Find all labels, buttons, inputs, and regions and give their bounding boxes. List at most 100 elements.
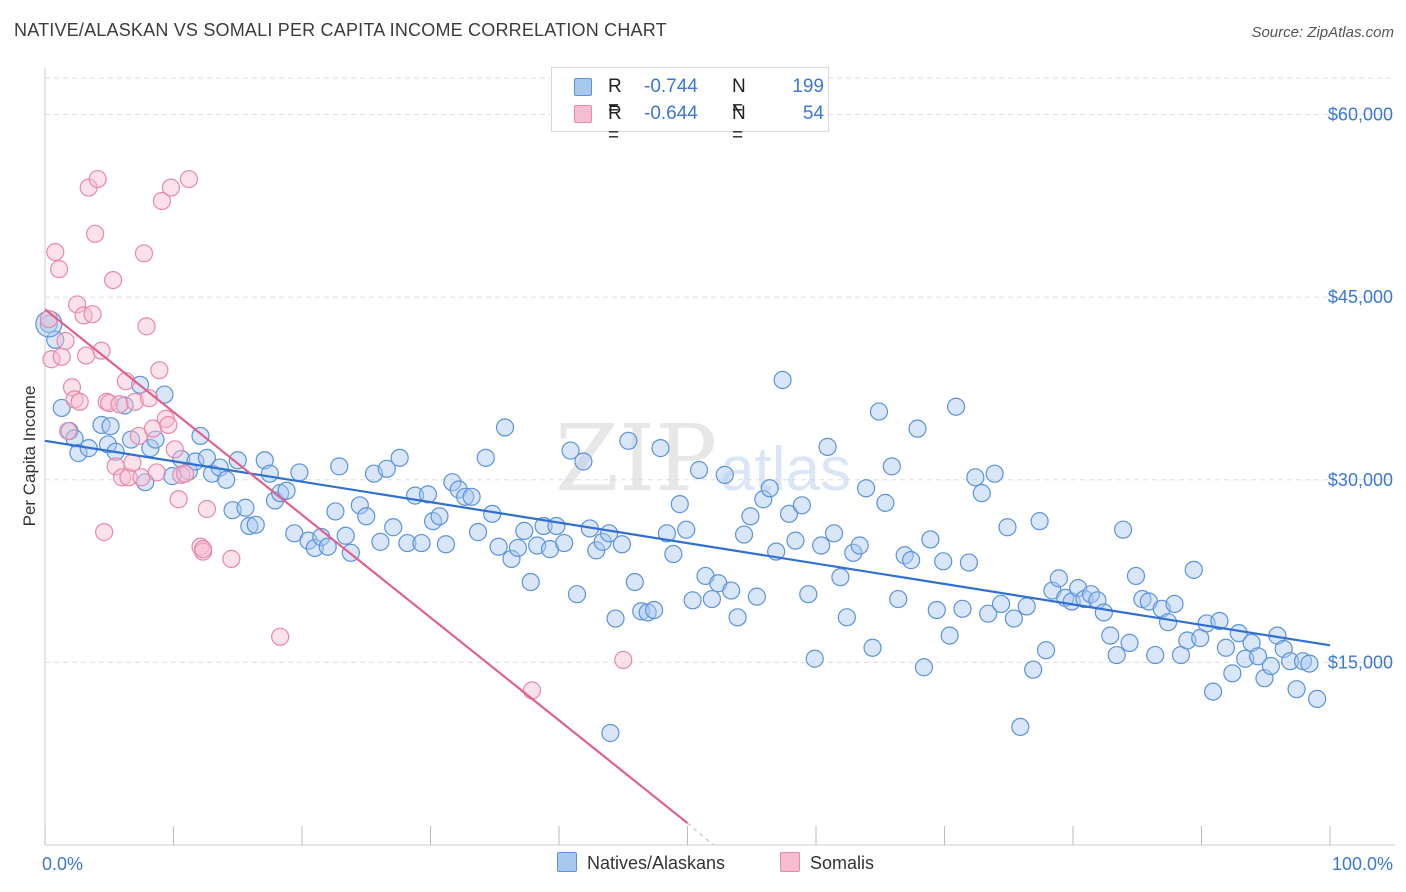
point-natives-alaskans [837, 608, 856, 627]
point-natives-alaskans [101, 417, 120, 436]
point-natives-alaskans [1300, 654, 1319, 673]
point-somalis [46, 242, 65, 262]
point-natives-alaskans [1120, 633, 1139, 653]
point-natives-alaskans [805, 649, 824, 668]
point-natives-alaskans [1146, 645, 1165, 665]
legend-r-value: -0.744 [644, 76, 698, 97]
point-natives-alaskans [914, 658, 934, 677]
point-natives-alaskans [495, 418, 515, 437]
point-natives-alaskans [217, 470, 236, 489]
watermark-atlas: atlas [720, 435, 851, 504]
point-somalis [86, 224, 105, 243]
point-somalis [134, 244, 154, 263]
point-somalis [70, 392, 89, 411]
point-somalis [52, 347, 71, 366]
point-natives-alaskans [52, 398, 71, 418]
x-tick-label: 0.0% [42, 854, 83, 874]
point-natives-alaskans [1165, 594, 1184, 614]
point-natives-alaskans [863, 638, 882, 657]
point-natives-alaskans [844, 543, 863, 562]
point-natives-alaskans [65, 429, 84, 448]
point-somalis [104, 270, 123, 290]
point-natives-alaskans [508, 538, 527, 558]
point-natives-alaskans [1203, 682, 1223, 701]
point-natives-alaskans [625, 572, 644, 592]
point-natives-alaskans [972, 484, 991, 503]
point-natives-alaskans [521, 572, 540, 592]
point-natives-alaskans [946, 397, 966, 416]
point-natives-alaskans [670, 495, 689, 514]
point-natives-alaskans [515, 521, 534, 540]
point-natives-alaskans [330, 457, 349, 476]
point-natives-alaskans [1094, 603, 1113, 622]
point-natives-alaskans [1308, 689, 1327, 709]
point-natives-alaskans [1017, 597, 1036, 616]
chart-title: NATIVE/ALASKAN VS SOMALI PER CAPITA INCO… [14, 20, 667, 40]
point-natives-alaskans [1158, 613, 1178, 632]
point-somalis [150, 361, 169, 380]
correlation-legend: R = -0.744 N = 199 R = -0.644 N = 54 [551, 67, 829, 146]
point-natives-alaskans [561, 441, 580, 460]
point-somalis [179, 169, 199, 189]
point-somalis [110, 395, 129, 414]
point-natives-alaskans [326, 502, 345, 521]
point-natives-alaskans [677, 520, 696, 539]
point-somalis [68, 295, 87, 314]
point-somalis [95, 523, 114, 542]
point-somalis [165, 440, 184, 459]
point-natives-alaskans [1004, 609, 1023, 628]
point-natives-alaskans [612, 535, 632, 554]
point-natives-alaskans [927, 600, 946, 620]
point-natives-alaskans [779, 504, 799, 523]
point-natives-alaskans [818, 437, 837, 456]
point-natives-alaskans [901, 551, 921, 570]
point-natives-alaskans [664, 544, 683, 564]
point-natives-alaskans [547, 516, 566, 536]
point-natives-alaskans [979, 604, 998, 623]
point-natives-alaskans [1223, 664, 1242, 683]
point-natives-alaskans [285, 524, 304, 543]
point-natives-alaskans [908, 419, 927, 438]
point-natives-alaskans [246, 515, 265, 534]
point-natives-alaskans [754, 490, 773, 509]
point-natives-alaskans [644, 600, 664, 620]
point-somalis [56, 331, 75, 351]
point-natives-alaskans [336, 526, 355, 545]
point-somalis [614, 650, 633, 670]
point-somalis [175, 464, 195, 483]
point-natives-alaskans [1281, 652, 1300, 671]
watermark: ZIP atlas [555, 405, 851, 512]
point-natives-alaskans [606, 609, 625, 628]
x-tick-label: 100.0% [1332, 854, 1393, 874]
point-natives-alaskans [436, 535, 456, 554]
y-tick-label: $45,000 [1328, 287, 1393, 307]
point-somalis [147, 463, 166, 482]
point-natives-alaskans [1126, 566, 1146, 586]
point-natives-alaskans [940, 626, 959, 645]
point-natives-alaskans [985, 464, 1004, 483]
point-natives-alaskans [1184, 560, 1203, 579]
y-tick-label: $60,000 [1328, 105, 1393, 125]
point-somalis [77, 346, 96, 365]
legend-n-value: 199 [792, 76, 824, 97]
point-natives-alaskans [998, 518, 1017, 537]
point-natives-alaskans [601, 723, 620, 743]
point-somalis [522, 681, 542, 700]
point-natives-alaskans [318, 537, 337, 556]
point-somalis [129, 426, 148, 446]
point-natives-alaskans [290, 463, 309, 482]
point-natives-alaskans [966, 468, 985, 487]
point-natives-alaskans [734, 525, 754, 544]
point-natives-alaskans [1114, 520, 1133, 539]
point-natives-alaskans [889, 589, 908, 609]
point-somalis [193, 540, 213, 559]
trendlines [44, 308, 1331, 846]
point-natives-alaskans [574, 452, 593, 471]
point-natives-alaskans [240, 516, 259, 536]
point-natives-alaskans [357, 507, 376, 526]
point-natives-alaskans [773, 370, 792, 390]
axes [44, 68, 1395, 846]
point-natives-alaskans [489, 537, 508, 556]
legend-n-label: N = [732, 103, 746, 146]
point-natives-alaskans [934, 552, 953, 571]
